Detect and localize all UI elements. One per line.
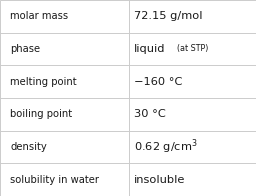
Text: boiling point: boiling point — [10, 109, 72, 119]
Text: solubility in water: solubility in water — [10, 175, 99, 185]
Text: (at STP): (at STP) — [177, 44, 208, 54]
Text: insoluble: insoluble — [134, 175, 186, 185]
Text: melting point: melting point — [10, 77, 77, 87]
Text: phase: phase — [10, 44, 40, 54]
Text: −160 °C: −160 °C — [134, 77, 183, 87]
Text: 30 °C: 30 °C — [134, 109, 166, 119]
Text: 72.15 g/mol: 72.15 g/mol — [134, 11, 203, 21]
Text: density: density — [10, 142, 47, 152]
Text: molar mass: molar mass — [10, 11, 68, 21]
Text: liquid: liquid — [134, 44, 166, 54]
Text: 0.62 g/cm$^3$: 0.62 g/cm$^3$ — [134, 138, 198, 156]
